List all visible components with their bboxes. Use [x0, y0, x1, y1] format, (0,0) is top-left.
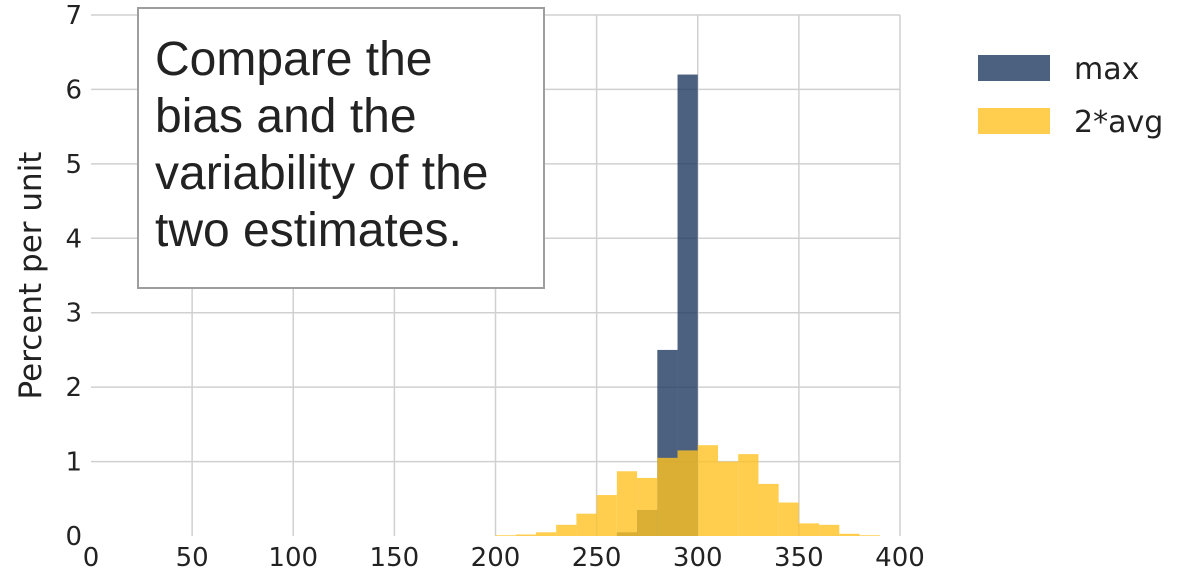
legend-swatch-2avg — [978, 108, 1050, 134]
bar-max — [677, 74, 698, 537]
bar-2avg — [738, 454, 759, 536]
x-tick-label: 0 — [83, 543, 100, 573]
histogram-bars — [495, 74, 880, 537]
bar-2avg — [697, 445, 718, 536]
y-tick-label: 1 — [65, 448, 82, 478]
bar-2avg — [637, 477, 658, 536]
bar-2avg — [495, 535, 516, 536]
bar-2avg — [758, 483, 779, 536]
x-tick-label: 100 — [268, 543, 318, 573]
bar-2avg — [778, 502, 799, 536]
x-tick-label: 200 — [471, 543, 521, 573]
y-tick-label: 4 — [65, 224, 82, 254]
y-tick-label: 3 — [65, 299, 82, 329]
bar-2avg — [535, 532, 557, 536]
y-tick-label: 6 — [65, 75, 82, 105]
annotation-text: Compare the bias and the variability of … — [155, 33, 489, 257]
bar-2avg — [616, 471, 638, 536]
bar-2avg — [677, 450, 698, 536]
x-tick-label: 250 — [572, 543, 622, 573]
bar-2avg — [556, 524, 577, 536]
x-tick-label: 150 — [370, 543, 420, 573]
y-tick-label: 5 — [65, 150, 82, 180]
tick-labels: 0 50 100 150 200 250 300 350 400 0 1 2 3 4 5 6 7 — [65, 1, 924, 573]
legend: max 2*avg — [978, 52, 1163, 140]
bar-2avg — [576, 513, 597, 536]
bar-2avg — [839, 533, 860, 536]
y-tick-label: 0 — [65, 522, 82, 552]
bar-2avg — [717, 461, 739, 536]
annotation-box: Compare the bias and the variability of … — [137, 7, 545, 289]
y-axis-label: Percent per unit — [13, 152, 49, 400]
bar-2avg — [657, 457, 678, 536]
bar-2avg — [798, 523, 820, 536]
legend-label: max — [1074, 52, 1139, 87]
bar-2avg — [819, 524, 840, 536]
y-tick-label: 2 — [65, 373, 82, 403]
x-tick-label: 400 — [875, 543, 925, 573]
x-tick-label: 50 — [176, 543, 209, 573]
x-tick-label: 300 — [673, 543, 723, 573]
legend-label: 2*avg — [1074, 105, 1163, 140]
legend-swatch-max — [978, 55, 1050, 81]
y-tick-label: 7 — [65, 1, 82, 31]
bar-2avg — [515, 534, 536, 536]
bar-2avg — [596, 495, 617, 536]
bar-2avg — [859, 535, 880, 536]
x-tick-label: 350 — [774, 543, 824, 573]
